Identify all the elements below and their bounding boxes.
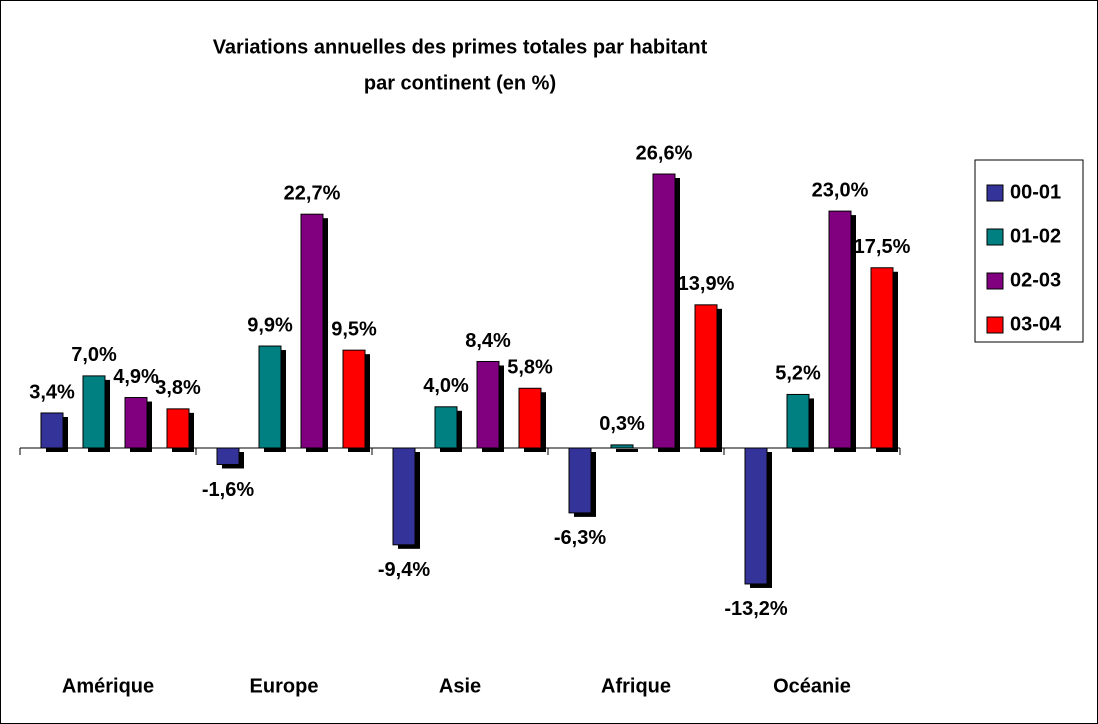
data-label: 22,7% <box>284 182 341 204</box>
bar <box>518 387 542 449</box>
data-label: 26,6% <box>636 142 693 164</box>
bar <box>342 349 366 449</box>
data-label: 0,3% <box>599 413 645 435</box>
legend-label: 01-02 <box>1010 225 1061 247</box>
data-label: -6,3% <box>554 527 606 549</box>
data-label: -1,6% <box>202 479 254 501</box>
data-label: 3,4% <box>29 381 75 403</box>
data-label: 5,8% <box>507 357 553 379</box>
data-label: 23,0% <box>812 179 869 201</box>
data-label: 4,0% <box>423 375 469 397</box>
legend-swatch <box>986 272 1004 290</box>
bar <box>124 397 148 449</box>
bar <box>744 447 768 585</box>
bar <box>870 267 894 449</box>
data-label: 13,9% <box>678 273 735 295</box>
bar <box>652 173 676 449</box>
data-label: 17,5% <box>854 236 911 258</box>
legend-swatch <box>986 316 1004 334</box>
data-label: 7,0% <box>71 344 117 366</box>
chart-title: Variations annuelles des primes totales … <box>213 36 708 58</box>
x-tick-label: Afrique <box>601 675 671 697</box>
data-label: 8,4% <box>465 330 511 352</box>
data-label: 3,8% <box>155 377 201 399</box>
chart-title: par continent (en %) <box>364 72 556 94</box>
data-label: -13,2% <box>724 598 788 620</box>
legend-label: 03-04 <box>1010 313 1062 335</box>
bar <box>40 412 64 449</box>
bar <box>694 304 718 449</box>
bar <box>216 447 240 465</box>
bar <box>476 360 500 449</box>
data-label: -9,4% <box>378 559 430 581</box>
x-tick-label: Asie <box>439 675 481 697</box>
bar <box>300 213 324 449</box>
bar <box>434 406 458 449</box>
bar <box>786 393 810 449</box>
x-tick-label: Europe <box>250 675 319 697</box>
bar-shadow <box>616 448 638 452</box>
data-label: 5,2% <box>775 363 821 385</box>
legend-swatch <box>986 184 1004 202</box>
bar <box>828 210 852 449</box>
x-tick-label: Amérique <box>62 675 154 697</box>
legend-label: 02-03 <box>1010 269 1061 291</box>
bar <box>258 345 282 449</box>
x-tick-label: Océanie <box>773 675 851 697</box>
legend-swatch <box>986 228 1004 246</box>
bar <box>568 447 592 514</box>
bar <box>392 447 416 546</box>
bar <box>166 408 190 449</box>
legend-label: 00-01 <box>1010 181 1061 203</box>
data-label: 4,9% <box>113 366 159 388</box>
bar <box>82 375 106 449</box>
data-label: 9,9% <box>247 314 293 336</box>
data-label: 9,5% <box>331 318 377 340</box>
